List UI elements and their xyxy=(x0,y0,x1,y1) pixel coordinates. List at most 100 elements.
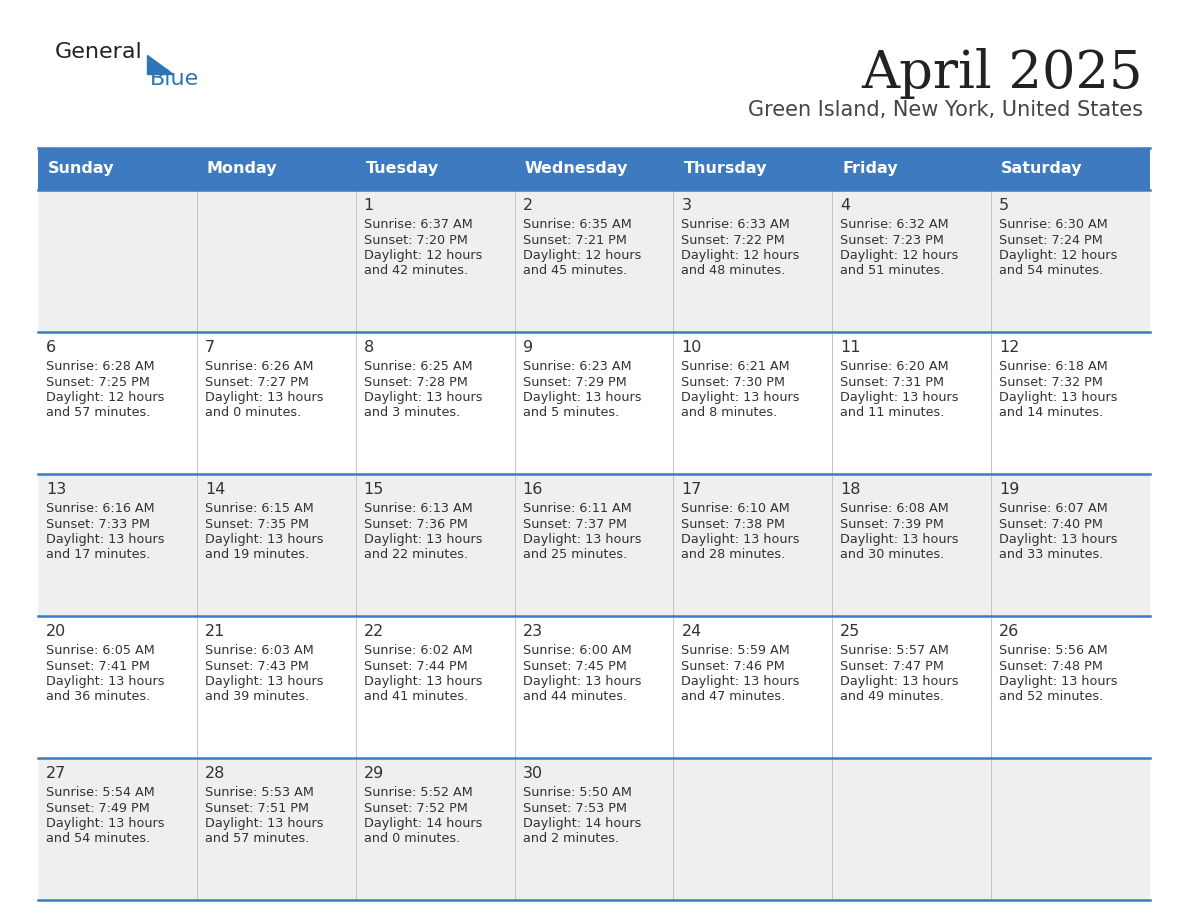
Text: and 0 minutes.: and 0 minutes. xyxy=(364,833,460,845)
Text: 16: 16 xyxy=(523,482,543,497)
Text: Daylight: 13 hours: Daylight: 13 hours xyxy=(46,817,164,830)
Text: Sunset: 7:45 PM: Sunset: 7:45 PM xyxy=(523,659,626,673)
Bar xyxy=(674,758,833,900)
Text: 29: 29 xyxy=(364,766,384,781)
Text: Sunset: 7:38 PM: Sunset: 7:38 PM xyxy=(682,518,785,531)
Text: Sunrise: 6:20 AM: Sunrise: 6:20 AM xyxy=(840,360,949,373)
Text: Blue: Blue xyxy=(150,69,200,89)
Text: Sunset: 7:20 PM: Sunset: 7:20 PM xyxy=(364,233,468,247)
Text: and 36 minutes.: and 36 minutes. xyxy=(46,690,150,703)
Text: and 19 minutes.: and 19 minutes. xyxy=(204,548,309,562)
Text: Sunset: 7:25 PM: Sunset: 7:25 PM xyxy=(46,375,150,388)
Text: Sunrise: 6:32 AM: Sunrise: 6:32 AM xyxy=(840,218,949,231)
Text: Sunrise: 6:02 AM: Sunrise: 6:02 AM xyxy=(364,644,473,657)
Text: and 33 minutes.: and 33 minutes. xyxy=(999,548,1104,562)
Text: Tuesday: Tuesday xyxy=(366,162,438,176)
Text: 24: 24 xyxy=(682,624,702,639)
Text: Monday: Monday xyxy=(207,162,278,176)
Text: Sunset: 7:32 PM: Sunset: 7:32 PM xyxy=(999,375,1102,388)
Text: Sunrise: 6:13 AM: Sunrise: 6:13 AM xyxy=(364,502,473,515)
Bar xyxy=(833,758,991,900)
Text: Daylight: 12 hours: Daylight: 12 hours xyxy=(840,249,959,262)
Bar xyxy=(355,758,514,900)
Text: 25: 25 xyxy=(840,624,860,639)
Text: Sunrise: 6:15 AM: Sunrise: 6:15 AM xyxy=(204,502,314,515)
Text: 19: 19 xyxy=(999,482,1019,497)
Text: and 57 minutes.: and 57 minutes. xyxy=(46,407,151,420)
Text: Sunset: 7:23 PM: Sunset: 7:23 PM xyxy=(840,233,944,247)
Text: Thursday: Thursday xyxy=(683,162,767,176)
Bar xyxy=(38,190,197,332)
Text: Sunrise: 6:16 AM: Sunrise: 6:16 AM xyxy=(46,502,154,515)
Text: and 39 minutes.: and 39 minutes. xyxy=(204,690,309,703)
Text: 17: 17 xyxy=(682,482,702,497)
Text: Daylight: 13 hours: Daylight: 13 hours xyxy=(364,675,482,688)
Text: Sunrise: 6:37 AM: Sunrise: 6:37 AM xyxy=(364,218,473,231)
Text: 28: 28 xyxy=(204,766,226,781)
Bar xyxy=(38,332,197,474)
Bar xyxy=(991,616,1150,758)
Polygon shape xyxy=(147,55,173,74)
Text: Daylight: 12 hours: Daylight: 12 hours xyxy=(46,391,164,404)
Text: Sunset: 7:24 PM: Sunset: 7:24 PM xyxy=(999,233,1102,247)
Text: and 22 minutes.: and 22 minutes. xyxy=(364,548,468,562)
Text: 27: 27 xyxy=(46,766,67,781)
Bar xyxy=(38,148,1150,190)
Text: 2: 2 xyxy=(523,198,532,213)
Text: Sunset: 7:49 PM: Sunset: 7:49 PM xyxy=(46,801,150,814)
Text: Daylight: 13 hours: Daylight: 13 hours xyxy=(840,391,959,404)
Bar xyxy=(833,474,991,616)
Text: Sunrise: 5:53 AM: Sunrise: 5:53 AM xyxy=(204,786,314,799)
Text: Daylight: 13 hours: Daylight: 13 hours xyxy=(364,533,482,546)
Bar xyxy=(514,332,674,474)
Text: 15: 15 xyxy=(364,482,384,497)
Bar xyxy=(197,332,355,474)
Text: Sunset: 7:43 PM: Sunset: 7:43 PM xyxy=(204,659,309,673)
Bar xyxy=(674,190,833,332)
Text: Daylight: 14 hours: Daylight: 14 hours xyxy=(523,817,642,830)
Text: Daylight: 13 hours: Daylight: 13 hours xyxy=(999,391,1118,404)
Bar xyxy=(355,190,514,332)
Text: General: General xyxy=(55,42,143,62)
Text: Sunset: 7:33 PM: Sunset: 7:33 PM xyxy=(46,518,150,531)
Bar xyxy=(197,474,355,616)
Text: and 44 minutes.: and 44 minutes. xyxy=(523,690,627,703)
Text: Sunset: 7:21 PM: Sunset: 7:21 PM xyxy=(523,233,626,247)
Text: Sunset: 7:30 PM: Sunset: 7:30 PM xyxy=(682,375,785,388)
Text: Sunset: 7:27 PM: Sunset: 7:27 PM xyxy=(204,375,309,388)
Text: Sunday: Sunday xyxy=(48,162,114,176)
Text: April 2025: April 2025 xyxy=(861,48,1143,99)
Text: 11: 11 xyxy=(840,340,861,355)
Text: Daylight: 13 hours: Daylight: 13 hours xyxy=(523,675,642,688)
Bar xyxy=(674,616,833,758)
Text: 9: 9 xyxy=(523,340,532,355)
Text: Daylight: 13 hours: Daylight: 13 hours xyxy=(840,533,959,546)
Text: and 3 minutes.: and 3 minutes. xyxy=(364,407,460,420)
Text: Sunset: 7:46 PM: Sunset: 7:46 PM xyxy=(682,659,785,673)
Text: 6: 6 xyxy=(46,340,56,355)
Text: 23: 23 xyxy=(523,624,543,639)
Text: Daylight: 13 hours: Daylight: 13 hours xyxy=(999,533,1118,546)
Text: and 0 minutes.: and 0 minutes. xyxy=(204,407,301,420)
Text: Daylight: 13 hours: Daylight: 13 hours xyxy=(840,675,959,688)
Text: Sunset: 7:52 PM: Sunset: 7:52 PM xyxy=(364,801,468,814)
Text: Friday: Friday xyxy=(842,162,898,176)
Text: and 41 minutes.: and 41 minutes. xyxy=(364,690,468,703)
Text: Daylight: 13 hours: Daylight: 13 hours xyxy=(204,675,323,688)
Text: Sunrise: 6:07 AM: Sunrise: 6:07 AM xyxy=(999,502,1108,515)
Text: Sunset: 7:44 PM: Sunset: 7:44 PM xyxy=(364,659,467,673)
Text: Sunrise: 6:10 AM: Sunrise: 6:10 AM xyxy=(682,502,790,515)
Bar xyxy=(514,190,674,332)
Text: and 49 minutes.: and 49 minutes. xyxy=(840,690,944,703)
Text: and 42 minutes.: and 42 minutes. xyxy=(364,264,468,277)
Text: Daylight: 12 hours: Daylight: 12 hours xyxy=(523,249,642,262)
Bar xyxy=(38,474,197,616)
Text: Daylight: 13 hours: Daylight: 13 hours xyxy=(682,675,800,688)
Text: Sunset: 7:35 PM: Sunset: 7:35 PM xyxy=(204,518,309,531)
Text: Sunrise: 6:23 AM: Sunrise: 6:23 AM xyxy=(523,360,631,373)
Text: and 17 minutes.: and 17 minutes. xyxy=(46,548,151,562)
Bar xyxy=(991,758,1150,900)
Text: Sunset: 7:53 PM: Sunset: 7:53 PM xyxy=(523,801,626,814)
Text: Sunset: 7:51 PM: Sunset: 7:51 PM xyxy=(204,801,309,814)
Text: Daylight: 13 hours: Daylight: 13 hours xyxy=(523,391,642,404)
